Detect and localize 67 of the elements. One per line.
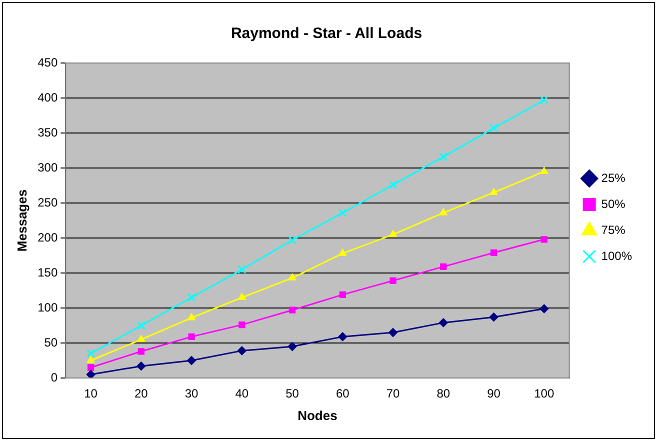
x-tick-label: 100	[534, 386, 554, 401]
point	[540, 167, 548, 174]
y-tick-label: 450	[38, 55, 58, 70]
x-tick-label: 50	[286, 386, 300, 401]
legend-label: 75%	[601, 222, 626, 237]
legend-label: 100%	[601, 248, 632, 263]
point	[439, 152, 448, 162]
x-axis-title: Nodes	[298, 408, 338, 423]
point	[136, 362, 146, 371]
point	[288, 236, 297, 244]
point	[288, 273, 296, 280]
point	[339, 291, 346, 298]
legend-label: 50%	[601, 196, 626, 211]
point	[390, 277, 396, 284]
point	[238, 293, 246, 300]
point	[489, 312, 498, 322]
point	[288, 342, 297, 351]
point	[187, 293, 196, 302]
point	[490, 249, 498, 256]
y-tick-label: 300	[38, 160, 58, 174]
point	[188, 333, 195, 340]
point	[338, 208, 347, 218]
point	[540, 96, 548, 104]
point	[388, 180, 398, 190]
x-tick-label: 70	[386, 386, 400, 401]
point	[338, 332, 348, 342]
point	[137, 335, 146, 342]
y-tick-label: 350	[38, 125, 58, 140]
point	[86, 370, 96, 378]
x-tick-label: 20	[134, 386, 148, 401]
point	[489, 124, 498, 132]
point	[338, 248, 347, 256]
point	[438, 318, 448, 328]
x-tick-label: 40	[235, 386, 249, 401]
y-tick-label: 150	[38, 265, 58, 280]
x-tick-label: 10	[84, 386, 98, 401]
y-axis-title: Messages	[14, 189, 30, 252]
x-tick-label: 30	[184, 386, 199, 401]
y-tick-label: 100	[38, 300, 58, 314]
chart-title: Raymond - Star - All Loads	[230, 25, 422, 42]
point	[490, 188, 498, 195]
point	[440, 263, 447, 270]
x-tick-label: 80	[436, 386, 450, 401]
y-tick-label: 200	[38, 230, 58, 244]
point	[540, 236, 548, 243]
point	[86, 349, 96, 358]
point	[389, 230, 397, 237]
x-tick-label: 60	[336, 386, 350, 401]
y-tick-label: 400	[38, 90, 58, 104]
y-tick-label: 250	[38, 195, 58, 210]
legend-label: 25%	[601, 170, 626, 185]
y-tick-label: 0	[50, 370, 58, 384]
point	[187, 356, 196, 365]
point	[388, 328, 398, 337]
point	[87, 364, 94, 371]
y-tick-label: 50	[44, 335, 58, 350]
point	[138, 348, 145, 355]
point	[188, 313, 196, 320]
point	[136, 321, 146, 330]
point	[540, 304, 549, 314]
point	[86, 356, 95, 363]
x-tick-label: 90	[487, 386, 501, 401]
point	[237, 346, 246, 356]
point	[238, 321, 246, 328]
point	[288, 306, 296, 314]
point	[439, 208, 448, 216]
point	[238, 265, 246, 274]
